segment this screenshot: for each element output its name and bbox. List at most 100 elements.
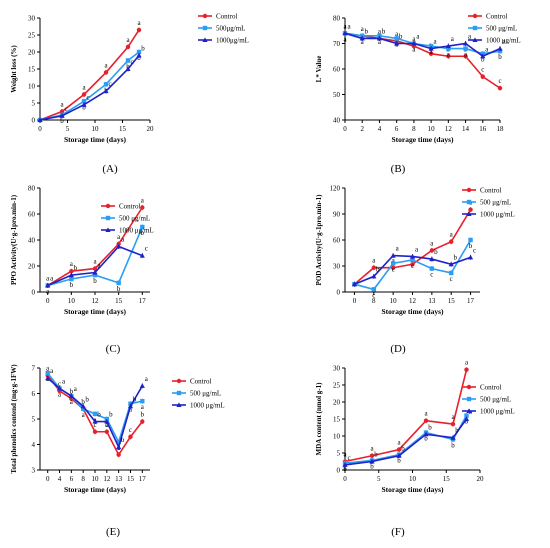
significance-letter: a [343, 451, 347, 459]
x-axis-title: Storage time (days) [381, 307, 444, 316]
x-tick-label: 17 [467, 297, 475, 305]
legend-marker [105, 227, 111, 232]
legend-label: 500 μg/mL [486, 25, 517, 33]
significance-letter: a [343, 22, 347, 30]
data-point [92, 411, 98, 417]
significance-letter: c [411, 262, 414, 270]
significance-letter: b [397, 457, 401, 465]
chart-panel-a: 0 5 10 15 20 25 30 0 5 10 15 20 Storage time (days) W… [10, 13, 249, 176]
series-1000-g-ml: ab bb aa a aaa [342, 22, 506, 59]
significance-letter: a [447, 51, 451, 59]
significance-letter: a [137, 19, 141, 27]
significance-letter: b [469, 242, 473, 250]
legend-label: Control [190, 378, 211, 386]
significance-letter: a [451, 413, 455, 421]
x-tick-label: 0 [353, 297, 357, 305]
data-point [390, 253, 396, 258]
legend-item: 500 μg/mL [462, 199, 511, 207]
data-point [480, 53, 486, 59]
data-point [116, 444, 122, 450]
x-tick-label: 12 [409, 297, 417, 305]
significance-letter: a [468, 33, 472, 41]
significance-letter: a [502, 38, 506, 46]
significance-letter: c [145, 245, 148, 253]
significance-letter: c [105, 421, 108, 429]
data-point [103, 70, 109, 75]
y-tick-label: 20 [333, 399, 341, 407]
significance-letter: b [455, 427, 459, 435]
data-point [125, 58, 131, 63]
x-tick-label: 17 [139, 475, 147, 483]
x-tick-label: 6 [395, 125, 399, 133]
data-point [468, 207, 473, 212]
significance-letter: a [361, 38, 365, 46]
legend-marker [466, 211, 472, 216]
data-point [127, 403, 134, 409]
x-tick-label: 12 [92, 297, 100, 305]
significance-letter: a [105, 421, 109, 429]
y-tick-label: 0 [337, 289, 341, 297]
y-tick-label: 50 [333, 91, 341, 99]
data-point [390, 265, 396, 270]
significance-letter: a [485, 45, 489, 53]
significance-letter: a [424, 410, 428, 418]
data-point [411, 40, 417, 46]
x-axis-title: Storage time (days) [391, 135, 454, 144]
y-tick-label: 0 [32, 289, 36, 297]
y-tick-label: 5 [337, 450, 341, 458]
data-point [369, 453, 375, 458]
x-axis-title: Storage time (days) [64, 135, 127, 144]
significance-letter: a [126, 36, 130, 44]
significance-letter: b [109, 411, 113, 419]
y-tick-label: 0 [337, 467, 341, 475]
significance-letter: b [424, 435, 428, 443]
legend-label: 1000 μg/mL [486, 37, 521, 45]
data-point [80, 406, 86, 411]
x-tick-label: 0 [46, 297, 50, 305]
data-point [45, 282, 51, 288]
significance-letter: c [86, 94, 89, 102]
legend-item: 500 μg/mL [172, 390, 221, 398]
legend-marker [105, 203, 111, 209]
significance-letter: a [129, 406, 133, 414]
series-line [344, 32, 501, 58]
data-point [497, 46, 503, 51]
data-point [92, 266, 98, 271]
data-point [140, 419, 145, 424]
data-point [480, 74, 485, 79]
data-point [464, 413, 469, 418]
legend-item: 1000 μg/mL [101, 227, 154, 235]
significance-letter: c [481, 66, 484, 74]
data-point [342, 462, 348, 467]
x-tick-label: 15 [448, 297, 456, 305]
data-point [116, 241, 121, 247]
y-tick-label: 30 [333, 263, 341, 271]
significance-letter: a [415, 245, 419, 253]
x-tick-label: 12 [445, 125, 453, 133]
significance-letter: a [412, 46, 416, 54]
significance-letter: c [58, 380, 61, 388]
significance-letter: a [46, 288, 50, 296]
x-tick-label: 2 [360, 125, 364, 133]
significance-letter: a [392, 257, 396, 265]
y-tick-label: 6 [32, 390, 36, 398]
legend-marker [202, 13, 208, 19]
y-tick-label: 30 [333, 365, 341, 373]
significance-letter: b [85, 395, 89, 403]
significance-letter: a [50, 367, 54, 375]
significance-letter: b [343, 465, 347, 473]
significance-letter: a [93, 258, 97, 266]
y-axis-title: POD Activity(U·g-1pro.min-1) [315, 194, 323, 286]
series-line [344, 369, 468, 463]
data-point [423, 418, 429, 423]
x-tick-label: 6 [70, 475, 74, 483]
x-tick-label: 8 [412, 125, 416, 133]
y-tick-label: 5 [32, 416, 36, 424]
significance-letter: a [464, 51, 468, 59]
significance-letter: a [465, 359, 469, 367]
significance-letter: c [108, 80, 111, 88]
significance-letter: c [347, 454, 350, 462]
data-point [463, 416, 470, 421]
x-tick-label: 14 [462, 125, 470, 133]
